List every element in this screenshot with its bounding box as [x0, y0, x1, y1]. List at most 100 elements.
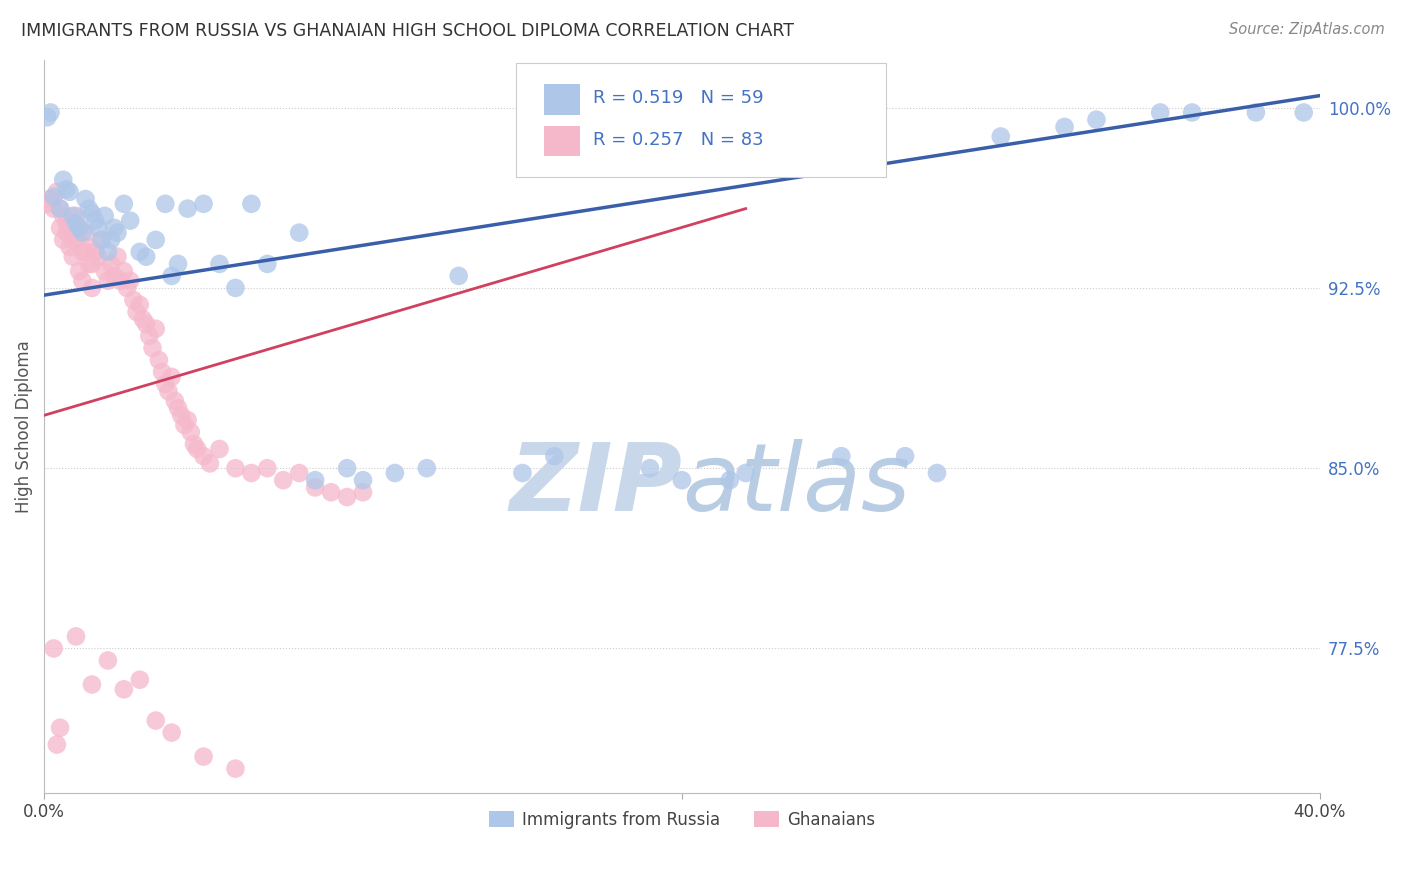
Point	[37, 196, 59, 211]
Point	[145, 322, 167, 336]
Point	[75, 192, 97, 206]
Point	[193, 749, 215, 764]
Point	[62, 209, 84, 223]
Point	[224, 461, 246, 475]
Point	[72, 226, 94, 240]
Point	[256, 257, 278, 271]
Point	[59, 185, 82, 199]
Point	[145, 714, 167, 728]
Point	[84, 244, 107, 259]
Point	[193, 196, 215, 211]
Point	[148, 353, 170, 368]
Point	[90, 233, 112, 247]
Point	[170, 409, 193, 423]
Point	[42, 189, 65, 203]
Point	[122, 293, 145, 307]
Point	[128, 673, 150, 687]
Point	[49, 220, 72, 235]
Point	[224, 762, 246, 776]
Point	[180, 425, 202, 439]
Point	[72, 244, 94, 259]
Point	[734, 466, 756, 480]
Text: Source: ZipAtlas.com: Source: ZipAtlas.com	[1229, 22, 1385, 37]
Point	[128, 298, 150, 312]
Point	[718, 473, 741, 487]
Point	[125, 305, 148, 319]
Point	[39, 105, 62, 120]
Point	[87, 220, 110, 235]
Point	[208, 442, 231, 456]
Point	[894, 449, 917, 463]
Point	[112, 264, 135, 278]
Point	[138, 329, 160, 343]
Legend: Immigrants from Russia, Ghanaians: Immigrants from Russia, Ghanaians	[482, 805, 882, 836]
Point	[160, 268, 183, 283]
Text: IMMIGRANTS FROM RUSSIA VS GHANAIAN HIGH SCHOOL DIPLOMA CORRELATION CHART: IMMIGRANTS FROM RUSSIA VS GHANAIAN HIGH …	[21, 22, 794, 40]
Point	[925, 466, 948, 480]
Point	[512, 466, 534, 480]
Point	[42, 202, 65, 216]
Point	[135, 317, 157, 331]
Point	[39, 192, 62, 206]
Point	[55, 216, 77, 230]
Point	[256, 461, 278, 475]
Point	[155, 377, 177, 392]
Point	[80, 677, 103, 691]
Point	[65, 233, 87, 247]
Point	[319, 485, 342, 500]
Point	[830, 449, 852, 463]
Bar	[544, 126, 579, 156]
Point	[447, 268, 470, 283]
Point	[135, 250, 157, 264]
Point	[49, 202, 72, 216]
Point	[240, 196, 263, 211]
Point	[49, 721, 72, 735]
Point	[93, 264, 115, 278]
Text: R = 0.257   N = 83: R = 0.257 N = 83	[592, 131, 763, 149]
Point	[543, 449, 565, 463]
Point	[65, 629, 87, 643]
Point	[107, 226, 129, 240]
Point	[97, 653, 120, 667]
Point	[193, 449, 215, 463]
Point	[42, 641, 65, 656]
Point	[352, 473, 374, 487]
Point	[100, 257, 122, 271]
Point	[62, 250, 84, 264]
Point	[132, 312, 155, 326]
Point	[288, 226, 311, 240]
Point	[336, 490, 359, 504]
Bar	[544, 84, 579, 114]
Text: R = 0.519   N = 59: R = 0.519 N = 59	[592, 89, 763, 107]
Point	[384, 466, 406, 480]
Point	[1181, 105, 1204, 120]
Point	[120, 213, 142, 227]
Point	[65, 209, 87, 223]
Point	[75, 226, 97, 240]
Point	[160, 725, 183, 739]
Point	[110, 274, 132, 288]
Point	[186, 442, 208, 456]
Point	[72, 274, 94, 288]
Point	[52, 233, 75, 247]
Point	[107, 250, 129, 264]
Point	[145, 233, 167, 247]
Point	[1053, 120, 1076, 134]
Point	[67, 220, 90, 235]
Point	[224, 281, 246, 295]
Point	[288, 466, 311, 480]
Point	[80, 206, 103, 220]
Point	[128, 244, 150, 259]
Point	[352, 485, 374, 500]
Point	[176, 202, 198, 216]
Point	[671, 473, 693, 487]
Point	[1085, 112, 1108, 127]
Point	[45, 738, 67, 752]
Point	[240, 466, 263, 480]
Point	[336, 461, 359, 475]
Point	[65, 216, 87, 230]
Point	[112, 682, 135, 697]
Point	[416, 461, 439, 475]
Point	[120, 274, 142, 288]
Point	[160, 369, 183, 384]
